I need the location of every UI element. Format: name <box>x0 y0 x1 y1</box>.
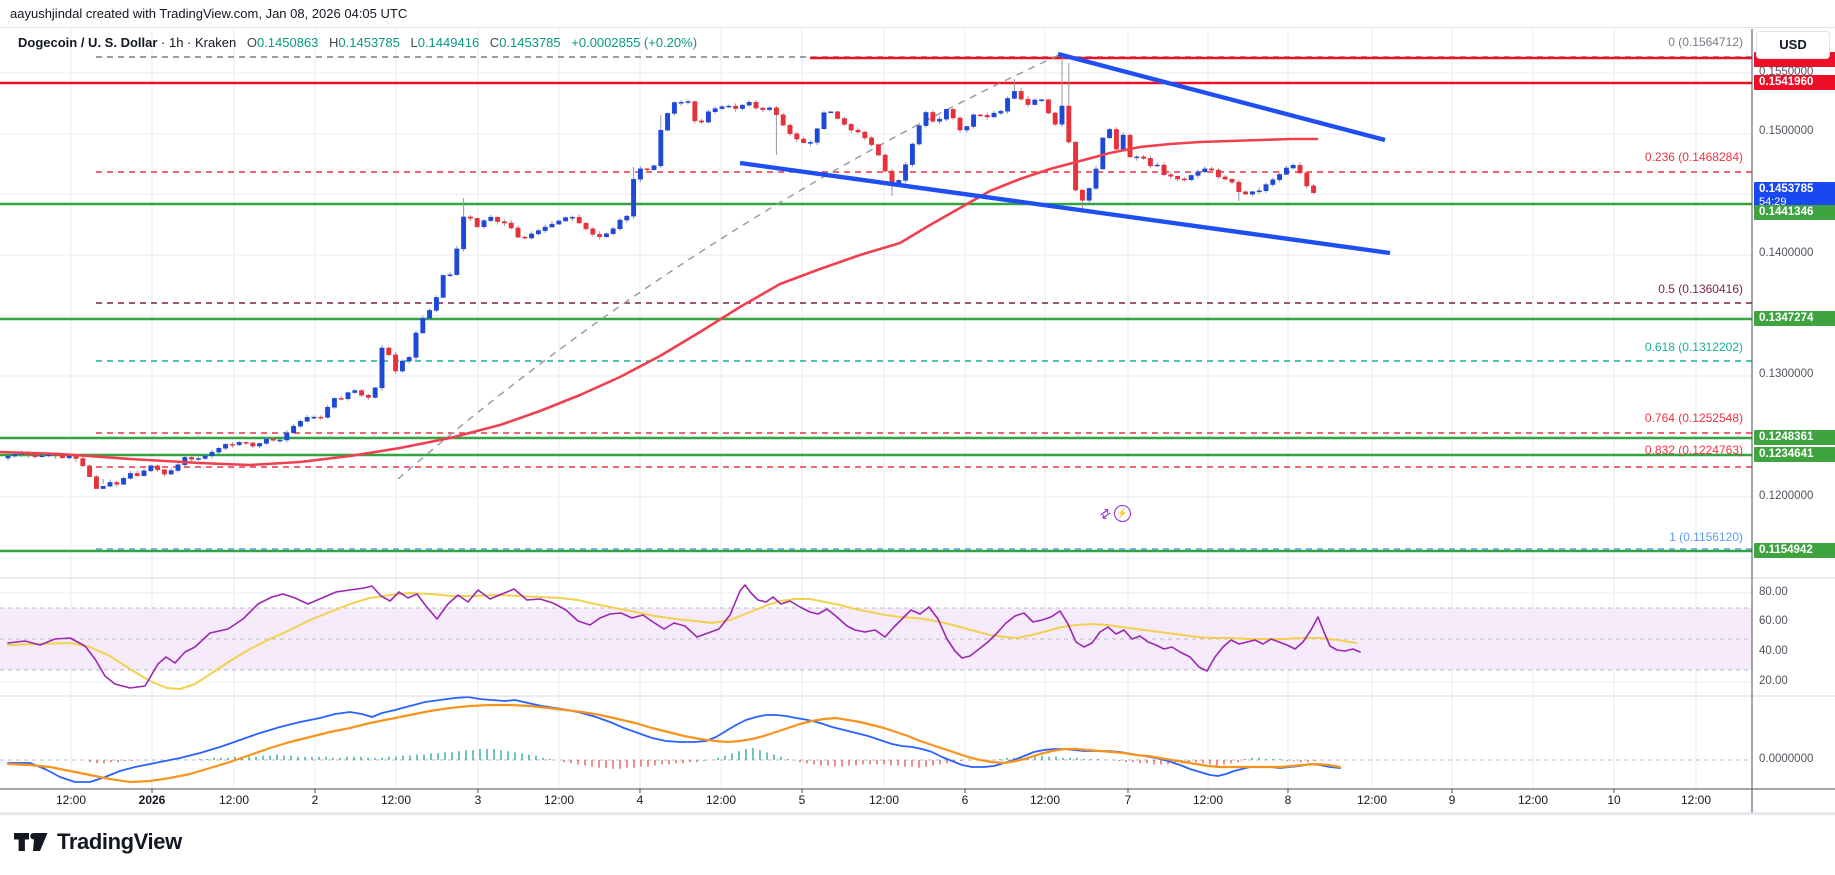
open-label: O <box>246 35 257 50</box>
support-price-label: 0.1234641 <box>1754 447 1835 462</box>
price-scale-tick: 60.00 <box>1759 615 1788 627</box>
fib-level-label: 1 (0.1156120) <box>1669 530 1743 544</box>
high-label: H <box>329 35 339 50</box>
price-scale-tick: 80.00 <box>1759 586 1788 598</box>
time-axis-label[interactable]: 5 <box>798 793 806 807</box>
chart-canvas[interactable] <box>0 28 1835 814</box>
time-axis-label[interactable]: 12:00 <box>1680 793 1712 807</box>
time-axis-label[interactable]: 7 <box>1124 793 1132 807</box>
support-price-label: 0.1441346 <box>1754 205 1835 220</box>
fib-level-label: 0.5 (0.1360416) <box>1658 282 1743 296</box>
interval-exchange[interactable]: · 1h · Kraken <box>157 35 237 50</box>
support-price-label: 0.1248361 <box>1754 430 1835 445</box>
time-axis-label[interactable]: 12:00 <box>868 793 900 807</box>
fib-level-label: 0.832 (0.1224763) <box>1644 443 1743 457</box>
price-scale-tick: 0.1400000 <box>1759 247 1814 259</box>
support-price-label: 0.1154942 <box>1754 543 1835 558</box>
fib-level-label: 0.618 (0.1312202) <box>1644 340 1743 354</box>
time-axis-label[interactable]: 8 <box>1284 793 1292 807</box>
price-scale-tick: 0.0000000 <box>1759 753 1814 765</box>
time-axis-label[interactable]: 6 <box>961 793 969 807</box>
time-axis-label[interactable]: 12:00 <box>543 793 575 807</box>
time-axis-label[interactable]: 2026 <box>138 793 166 807</box>
attribution-text: aayushjindal created with TradingView.co… <box>10 6 408 21</box>
symbol-name[interactable]: Dogecoin / U. S. Dollar <box>18 35 158 50</box>
marker-arrows-icon[interactable]: ⇄ <box>1096 503 1114 523</box>
support-price-label: 0.1347274 <box>1754 311 1835 326</box>
time-axis-label[interactable]: 4 <box>636 793 644 807</box>
time-axis-label[interactable]: 12:00 <box>380 793 412 807</box>
price-scale-tick: 0.1500000 <box>1759 125 1814 137</box>
open-value: 0.1450863 <box>256 35 319 50</box>
close-value: 0.1453785 <box>499 35 561 50</box>
time-axis-label[interactable]: 12:00 <box>218 793 250 807</box>
change-value: +0.0002855 (+0.20%) <box>571 35 698 50</box>
tradingview-logo-text[interactable]: TradingView <box>57 829 182 854</box>
time-axis-label[interactable]: 12:00 <box>1517 793 1549 807</box>
footer: TradingView <box>14 828 182 856</box>
time-axis-label[interactable]: 3 <box>474 793 482 807</box>
currency-toggle-button[interactable]: USD <box>1756 31 1830 59</box>
symbol-legend: Dogecoin / U. S. Dollar · 1h · Kraken O0… <box>18 35 697 50</box>
fib-level-label: 0 (0.1564712) <box>1668 35 1743 49</box>
time-axis-label[interactable]: 10 <box>1607 793 1621 807</box>
chart-markers: ⇄ ⚡ <box>1096 504 1131 522</box>
close-label: C <box>489 35 500 50</box>
price-scale-tick: 0.1300000 <box>1759 368 1814 380</box>
time-axis-label[interactable]: 2 <box>311 793 319 807</box>
resistance-price-label: 0.1541960 <box>1754 75 1835 90</box>
low-value: 0.1449416 <box>417 35 480 50</box>
time-axis-label[interactable]: 12:00 <box>1029 793 1061 807</box>
boost-lightning-icon[interactable]: ⚡ <box>1113 505 1131 522</box>
price-scale-tick: 20.00 <box>1759 675 1788 687</box>
tradingview-logo-icon[interactable] <box>14 828 48 856</box>
high-value: 0.1453785 <box>338 35 400 50</box>
time-axis-label[interactable]: 12:00 <box>1356 793 1388 807</box>
time-axis-label[interactable]: 12:00 <box>705 793 737 807</box>
fib-level-label: 0.236 (0.1468284) <box>1644 150 1743 164</box>
time-axis-label[interactable]: 12:00 <box>1192 793 1224 807</box>
chart-container[interactable]: Dogecoin / U. S. Dollar · 1h · Kraken O0… <box>0 27 1835 815</box>
price-scale-tick: 40.00 <box>1759 645 1788 657</box>
low-label: L <box>410 35 418 50</box>
time-axis-label[interactable]: 9 <box>1448 793 1456 807</box>
time-axis-label[interactable]: 12:00 <box>55 793 87 807</box>
price-scale-tick: 0.1200000 <box>1759 490 1814 502</box>
fib-level-label: 0.764 (0.1252548) <box>1644 411 1743 425</box>
